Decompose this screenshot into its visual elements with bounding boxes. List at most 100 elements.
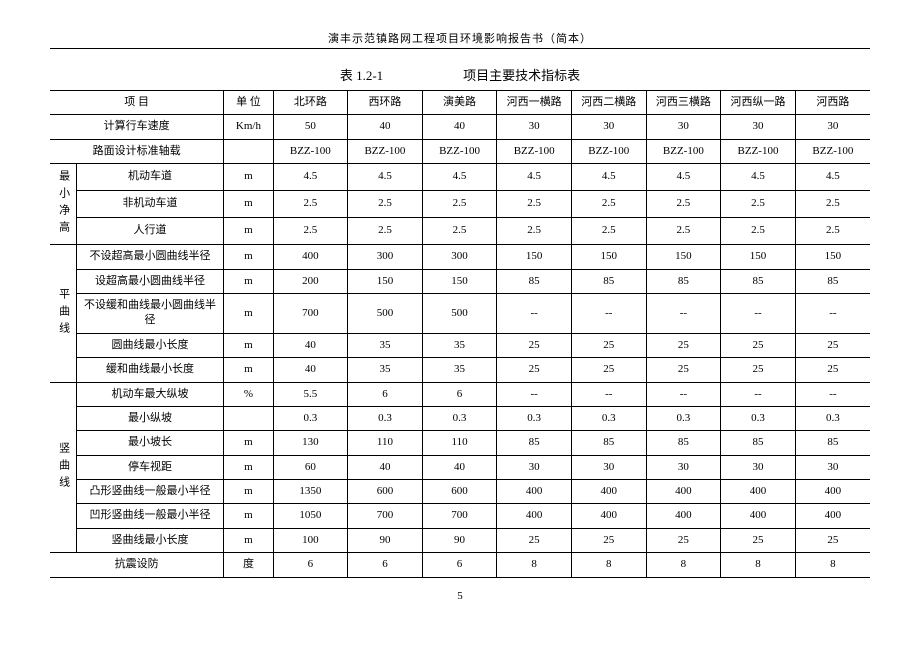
row-group-label: 平曲线 <box>50 245 76 382</box>
row-value: 1050 <box>273 504 348 528</box>
table-row: 非机动车道m2.52.52.52.52.52.52.52.5 <box>50 191 870 218</box>
row-value: 0.3 <box>646 406 721 430</box>
row-value: 5.5 <box>273 382 348 406</box>
row-value: 30 <box>497 115 572 139</box>
row-item: 竖曲线最小长度 <box>76 528 224 552</box>
row-item: 机动车道 <box>76 164 224 191</box>
row-value: 30 <box>795 115 870 139</box>
row-value: 25 <box>646 528 721 552</box>
row-value: -- <box>646 293 721 333</box>
row-value: 40 <box>348 115 423 139</box>
table-row: 圆曲线最小长度m4035352525252525 <box>50 333 870 357</box>
row-value: 4.5 <box>348 164 423 191</box>
row-value: 25 <box>795 333 870 357</box>
row-value: 700 <box>348 504 423 528</box>
table-row: 竖曲线机动车最大纵坡%5.566---------- <box>50 382 870 406</box>
row-unit: m <box>224 164 273 191</box>
row-value: BZZ-100 <box>571 139 646 163</box>
row-unit: m <box>224 269 273 293</box>
table-row: 设超高最小圆曲线半径m2001501508585858585 <box>50 269 870 293</box>
row-value: -- <box>721 382 796 406</box>
row-value: 2.5 <box>422 191 497 218</box>
row-value: 110 <box>348 431 423 455</box>
row-value: BZZ-100 <box>348 139 423 163</box>
row-value: 30 <box>721 115 796 139</box>
row-value: 0.3 <box>422 406 497 430</box>
row-value: 60 <box>273 455 348 479</box>
row-value: 25 <box>571 528 646 552</box>
row-value: 25 <box>795 528 870 552</box>
row-value: 150 <box>721 245 796 269</box>
row-value: 25 <box>646 333 721 357</box>
spec-table: 项 目 单 位 北环路 西环路 演美路 河西一横路 河西二横路 河西三横路 河西… <box>50 90 870 578</box>
row-value: 25 <box>571 358 646 382</box>
row-value: 0.3 <box>273 406 348 430</box>
row-value: 35 <box>422 333 497 357</box>
row-value: 400 <box>571 504 646 528</box>
row-value: 400 <box>646 480 721 504</box>
row-unit: % <box>224 382 273 406</box>
row-item: 凸形竖曲线一般最小半径 <box>76 480 224 504</box>
col-road: 河西三横路 <box>646 91 721 115</box>
row-item: 机动车最大纵坡 <box>76 382 224 406</box>
row-value: BZZ-100 <box>721 139 796 163</box>
row-value: 6 <box>273 553 348 577</box>
table-caption: 表 1.2-1 项目主要技术指标表 <box>50 65 870 84</box>
row-unit: Km/h <box>224 115 273 139</box>
row-value: 4.5 <box>273 164 348 191</box>
row-value: 85 <box>795 269 870 293</box>
row-value: 30 <box>497 455 572 479</box>
row-item: 最小纵坡 <box>76 406 224 430</box>
row-value: 110 <box>422 431 497 455</box>
row-value: 700 <box>273 293 348 333</box>
row-value: 2.5 <box>273 191 348 218</box>
row-value: 35 <box>348 358 423 382</box>
row-value: 85 <box>571 431 646 455</box>
row-value: 600 <box>348 480 423 504</box>
row-unit <box>224 406 273 430</box>
row-value: 400 <box>646 504 721 528</box>
table-row: 凹形竖曲线一般最小半径m1050700700400400400400400 <box>50 504 870 528</box>
row-value: -- <box>795 293 870 333</box>
row-value: 0.3 <box>721 406 796 430</box>
row-value: 300 <box>348 245 423 269</box>
row-item: 计算行车速度 <box>50 115 224 139</box>
row-value: 4.5 <box>721 164 796 191</box>
row-value: 30 <box>571 455 646 479</box>
row-value: 90 <box>422 528 497 552</box>
row-value: 25 <box>646 358 721 382</box>
row-value: 400 <box>497 504 572 528</box>
row-value: BZZ-100 <box>646 139 721 163</box>
row-value: 200 <box>273 269 348 293</box>
row-item: 不设超高最小圆曲线半径 <box>76 245 224 269</box>
row-unit: m <box>224 245 273 269</box>
row-unit: m <box>224 528 273 552</box>
row-value: 8 <box>571 553 646 577</box>
row-value: 85 <box>571 269 646 293</box>
row-value: 6 <box>422 553 497 577</box>
row-value: 0.3 <box>571 406 646 430</box>
table-row: 不设缓和曲线最小圆曲线半径m700500500---------- <box>50 293 870 333</box>
row-unit: m <box>224 358 273 382</box>
row-unit: m <box>224 191 273 218</box>
row-value: 2.5 <box>646 218 721 245</box>
row-value: BZZ-100 <box>497 139 572 163</box>
row-value: 2.5 <box>348 218 423 245</box>
row-value: 4.5 <box>422 164 497 191</box>
row-value: 400 <box>273 245 348 269</box>
col-road: 河西一横路 <box>497 91 572 115</box>
row-value: 35 <box>348 333 423 357</box>
row-value: 6 <box>348 553 423 577</box>
row-value: 2.5 <box>571 191 646 218</box>
row-value: 400 <box>795 504 870 528</box>
table-row: 抗震设防度66688888 <box>50 553 870 577</box>
col-item: 项 目 <box>50 91 224 115</box>
row-value: -- <box>721 293 796 333</box>
col-road: 西环路 <box>348 91 423 115</box>
table-row: 人行道m2.52.52.52.52.52.52.52.5 <box>50 218 870 245</box>
row-unit <box>224 139 273 163</box>
row-value: 2.5 <box>721 218 796 245</box>
row-value: 500 <box>422 293 497 333</box>
table-row: 计算行车速度Km/h5040403030303030 <box>50 115 870 139</box>
page-header: 演丰示范镇路网工程项目环境影响报告书（简本） <box>50 30 870 46</box>
